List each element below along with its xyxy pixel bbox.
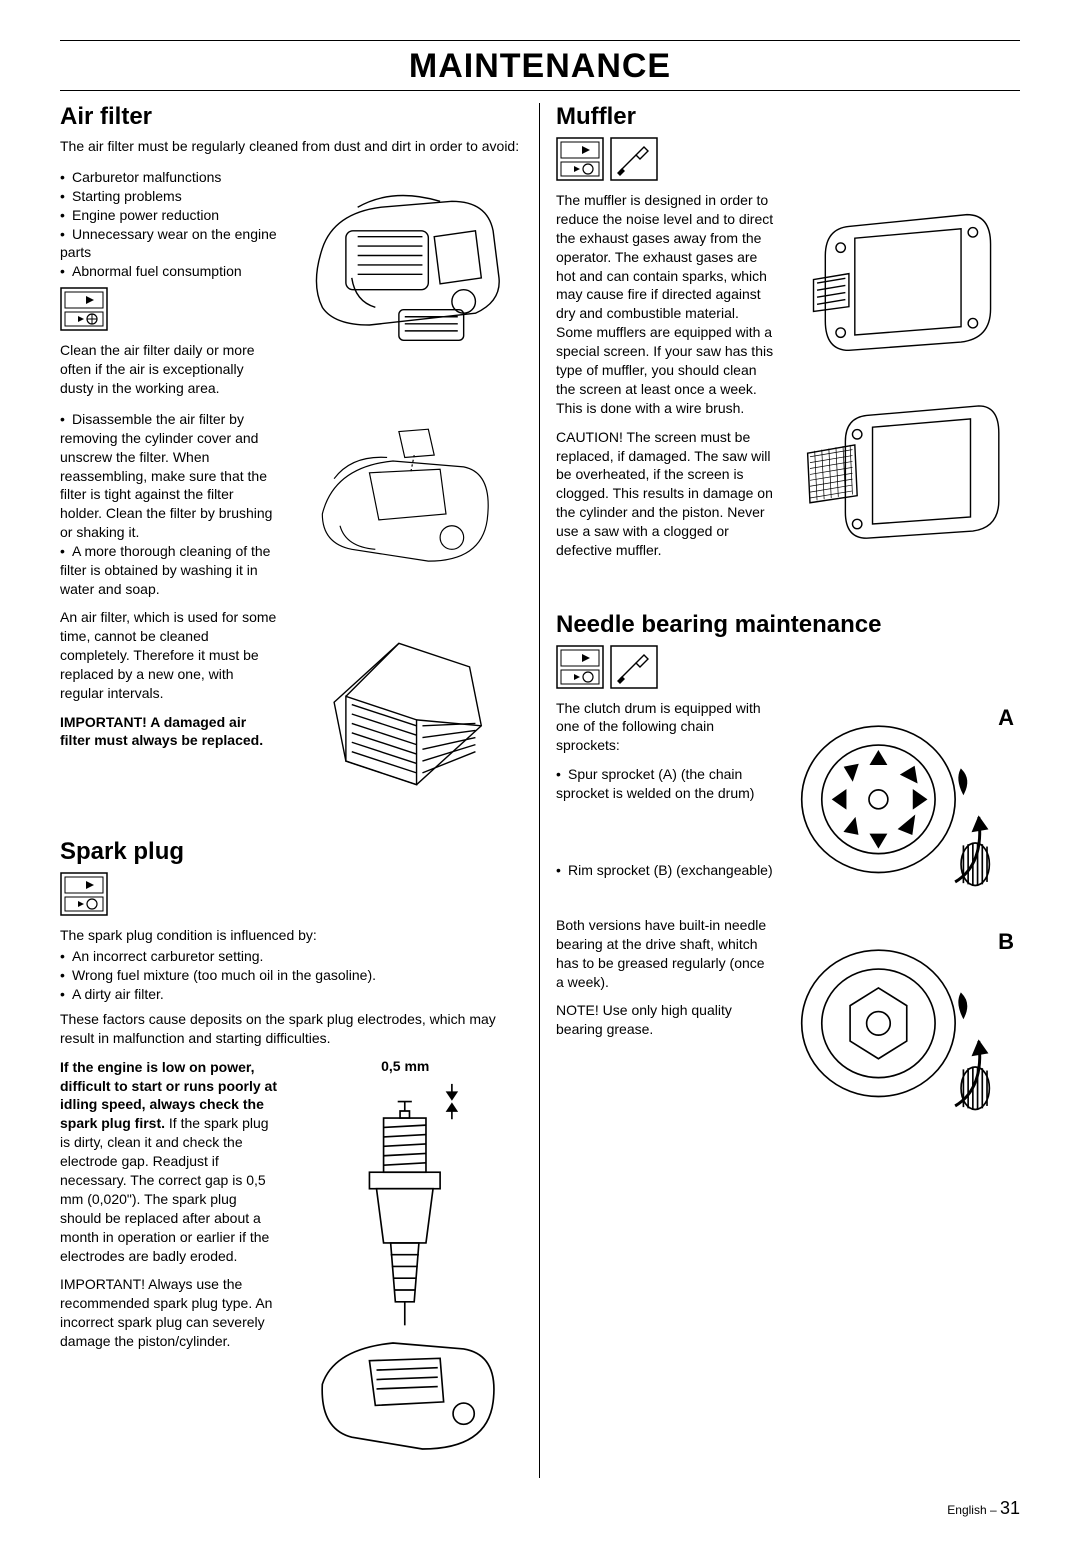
page-root: MAINTENANCE Air filter The air filter mu… xyxy=(0,0,1080,1559)
muffler-row: The muffler is designed in order to redu… xyxy=(556,191,1020,581)
slide-icon xyxy=(60,872,108,916)
top-rule xyxy=(60,40,1020,41)
sprocket-b-label: B xyxy=(998,929,1014,955)
air-filter-row-3: An air filter, which is used for some ti… xyxy=(60,608,523,808)
gap-label: 0,5 mm xyxy=(287,1058,523,1074)
air-filter-daily: Clean the air filter daily or more often… xyxy=(60,341,277,398)
list-item: A dirty air filter. xyxy=(60,985,523,1004)
air-filter-heading: Air filter xyxy=(60,103,523,131)
list-item: Wrong fuel mixture (too much oil in the … xyxy=(60,966,523,985)
air-filter-intro: The air filter must be regularly cleaned… xyxy=(60,137,523,156)
content-columns: Air filter The air filter must be regula… xyxy=(60,103,1020,1478)
muffler-icons xyxy=(556,137,1020,181)
spark-plug-lowpower: If the engine is low on power, difficult… xyxy=(60,1058,277,1266)
air-filter-row-1: Carburetor malfunctions Starting problem… xyxy=(60,166,523,408)
page-title: MAINTENANCE xyxy=(60,47,1020,86)
list-item: Rim sprocket (B) (exchangeable) xyxy=(556,861,774,880)
list-item: Carburetor malfunctions xyxy=(60,168,277,187)
under-rule xyxy=(60,90,1020,91)
list-item: A more thorough cleaning of the filter i… xyxy=(60,542,277,599)
air-filter-final-text: An air filter, which is used for some ti… xyxy=(60,608,277,808)
list-item: Spur sprocket (A) (the chain sprocket is… xyxy=(556,765,774,803)
spark-plug-factors: An incorrect carburetor setting. Wrong f… xyxy=(60,947,523,1004)
air-filter-usedfor: An air filter, which is used for some ti… xyxy=(60,608,277,702)
muffler-figure-1 xyxy=(784,191,1020,380)
cover-removal-figure xyxy=(287,408,523,608)
footer-page: 31 xyxy=(1000,1498,1020,1518)
needle-icons xyxy=(556,645,1020,689)
spacer xyxy=(556,809,774,859)
right-column: Muffler xyxy=(540,103,1020,1478)
spark-plug-deposits: These factors cause deposits on the spar… xyxy=(60,1010,523,1048)
spark-plug-intro: The spark plug condition is influenced b… xyxy=(60,926,523,945)
list-item: Unnecessary wear on the engine parts xyxy=(60,225,277,263)
spark-plug-lowpower-rest: If the spark plug is dirty, clean it and… xyxy=(60,1115,269,1263)
muffler-text: The muffler is designed in order to redu… xyxy=(556,191,774,581)
needle-row: The clutch drum is equipped with one of … xyxy=(556,699,1020,1148)
needle-note: NOTE! Use only high quality bearing grea… xyxy=(556,1001,774,1039)
air-filter-important: IMPORTANT! A damaged air filter must alw… xyxy=(60,713,277,751)
needle-heading: Needle bearing maintenance xyxy=(556,611,1020,639)
left-column: Air filter The air filter must be regula… xyxy=(60,103,540,1478)
muffler-p1: The muffler is designed in order to redu… xyxy=(556,191,774,418)
air-filter-icon xyxy=(60,287,277,331)
list-item: Abnormal fuel consumption xyxy=(60,262,277,281)
needle-list-a: Spur sprocket (A) (the chain sprocket is… xyxy=(556,765,774,803)
air-filter-element-figure xyxy=(287,608,523,808)
air-filter-avoid-list: Carburetor malfunctions Starting problem… xyxy=(60,168,277,281)
air-filter-row-2: Disassemble the air filter by removing t… xyxy=(60,408,523,608)
needle-text: The clutch drum is equipped with one of … xyxy=(556,699,774,1148)
needle-figures: A xyxy=(784,699,1020,1148)
sprocket-a-figure: A xyxy=(784,699,1020,923)
slide-icon xyxy=(556,645,604,689)
air-filter-steps: Disassemble the air filter by removing t… xyxy=(60,410,277,599)
slide-icon xyxy=(60,287,108,331)
screwdriver-icon xyxy=(610,137,658,181)
spark-plug-heading: Spark plug xyxy=(60,838,523,866)
muffler-caution: CAUTION! The screen must be replaced, if… xyxy=(556,428,774,560)
spark-plug-figure: 0,5 mm xyxy=(287,1058,523,1478)
muffler-heading: Muffler xyxy=(556,103,1020,131)
page-footer: English – 31 xyxy=(60,1498,1020,1519)
list-item: Engine power reduction xyxy=(60,206,277,225)
air-filter-steps-wrap: Disassemble the air filter by removing t… xyxy=(60,408,277,608)
needle-list-b: Rim sprocket (B) (exchangeable) xyxy=(556,861,774,880)
spark-plug-recommended: IMPORTANT! Always use the recommended sp… xyxy=(60,1275,277,1351)
spark-plug-text: If the engine is low on power, difficult… xyxy=(60,1058,277,1478)
footer-lang: English – xyxy=(947,1503,1000,1517)
muffler-figures xyxy=(784,191,1020,581)
screwdriver-icon xyxy=(610,645,658,689)
needle-intro: The clutch drum is equipped with one of … xyxy=(556,699,774,756)
list-item: Starting problems xyxy=(60,187,277,206)
list-item: Disassemble the air filter by removing t… xyxy=(60,410,277,542)
list-item: An incorrect carburetor setting. xyxy=(60,947,523,966)
spark-plug-row: If the engine is low on power, difficult… xyxy=(60,1058,523,1478)
spark-plug-icon xyxy=(60,872,523,916)
muffler-figure-2 xyxy=(784,380,1020,581)
sprocket-b-figure: B xyxy=(784,923,1020,1147)
spacer xyxy=(556,886,774,916)
chainsaw-assembly-figure xyxy=(287,166,523,408)
slide-icon xyxy=(556,137,604,181)
needle-both: Both versions have built-in needle beari… xyxy=(556,916,774,992)
air-filter-list-wrap: Carburetor malfunctions Starting problem… xyxy=(60,166,277,408)
sprocket-a-label: A xyxy=(998,705,1014,731)
